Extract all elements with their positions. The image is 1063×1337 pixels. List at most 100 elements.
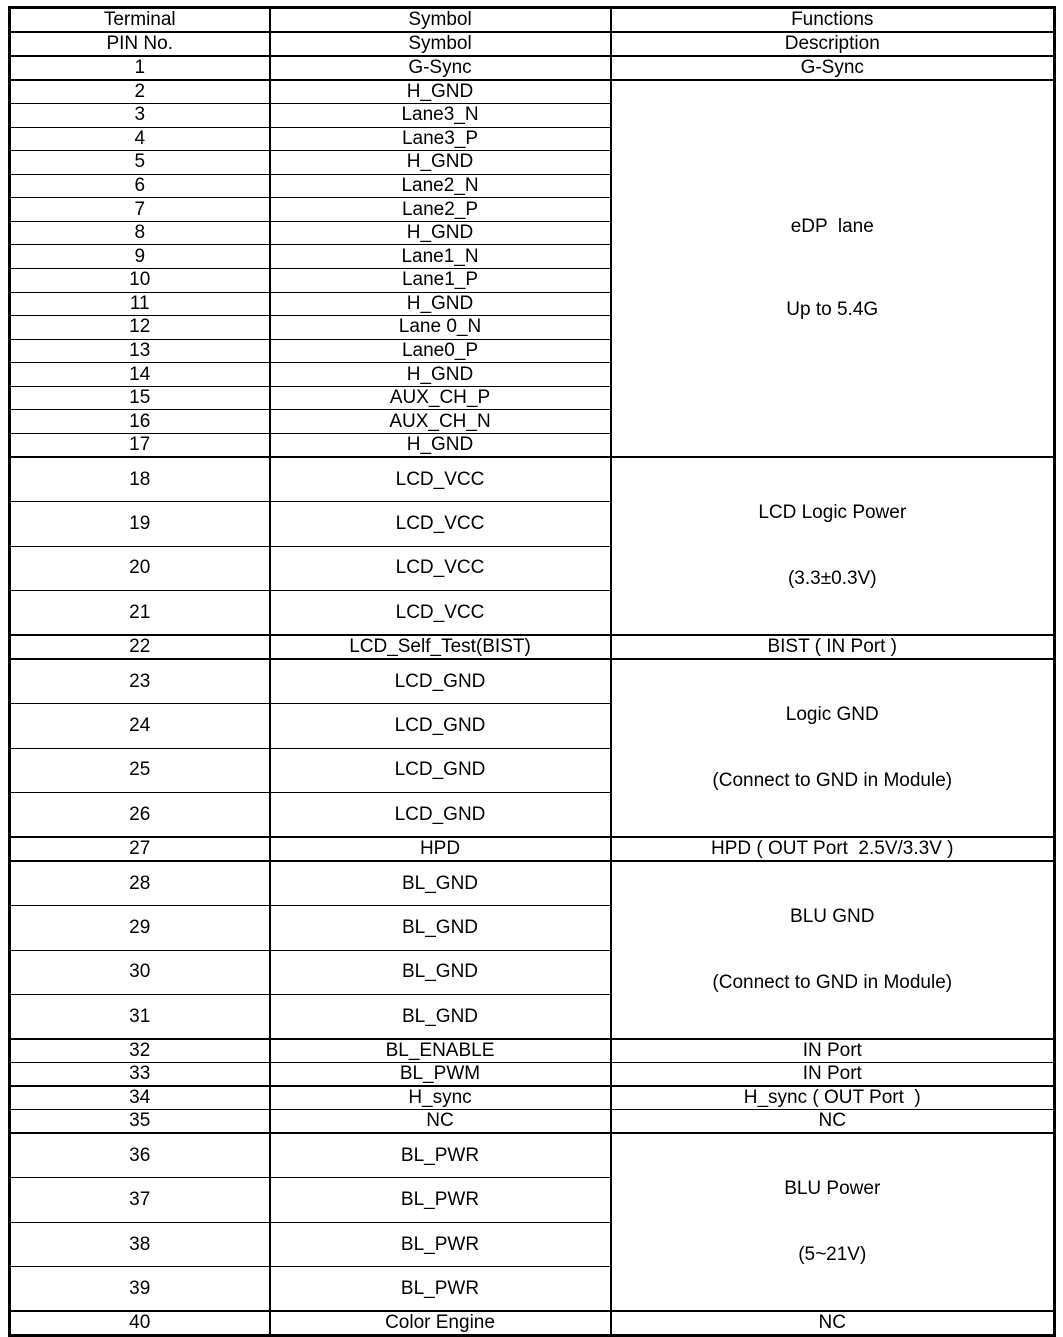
pin-number-cell: 31 [8, 994, 271, 1040]
pin-number-cell: 6 [8, 173, 271, 199]
symbol-cell: Lane2_P [268, 197, 612, 222]
pin-number-cell: 7 [8, 197, 271, 222]
pin-number-cell: 38 [8, 1221, 271, 1268]
symbol-cell: LCD_GND [268, 703, 612, 749]
function-line: LCD Logic Power [758, 502, 907, 523]
table-row: 10 Lane1_P [8, 268, 1055, 293]
pin-number-cell: 5 [8, 150, 271, 175]
pin-number-cell: 17 [8, 432, 271, 458]
header-pin-no: PIN No. [8, 31, 271, 57]
table-row: 5 H_GND [8, 150, 1055, 175]
table-row: 19 LCD_VCC [8, 501, 1055, 547]
function-cell: H_sync ( OUT Port ) [609, 1085, 1056, 1111]
symbol-cell: BL_ENABLE [268, 1038, 612, 1064]
pin-number-cell: 9 [8, 244, 271, 269]
symbol-cell: LCD_VCC [268, 545, 612, 591]
symbol-cell: HPD [268, 836, 612, 862]
table-row: 26 LCD_GND [8, 792, 1055, 838]
function-cell: NC [609, 1310, 1056, 1337]
symbol-cell: LCD_VCC [268, 590, 612, 636]
header-symbol: Symbol [268, 7, 612, 33]
pin-number-cell: 30 [8, 949, 271, 995]
table-row: 29 BL_GND [8, 905, 1055, 951]
table-row: 1 G-Sync G-Sync [8, 55, 1056, 81]
symbol-cell: G-Sync [268, 55, 612, 81]
table-row: 14 H_GND [8, 362, 1055, 387]
symbol-cell: LCD_VCC [268, 501, 612, 547]
pin-number-cell: 3 [8, 103, 271, 128]
header-row-1: Terminal Symbol Functions [8, 7, 1056, 33]
table-row: 20 LCD_VCC [8, 545, 1055, 591]
function-cell-logic-gnd: Logic GND (Connect to GND in Module) [609, 658, 1056, 838]
function-line: BLU GND [790, 906, 875, 927]
function-line: (5~21V) [798, 1244, 867, 1266]
symbol-cell: AUX_CH_N [268, 409, 612, 434]
symbol-cell: Lane1_P [268, 268, 612, 293]
table-row: 15 AUX_CH_P [8, 385, 1055, 411]
symbol-cell: Lane0_P [268, 338, 612, 364]
table-row: 6 Lane2_N [8, 173, 1055, 199]
symbol-cell: Lane2_N [268, 173, 612, 199]
function-line: Up to 5.4G [786, 299, 879, 320]
header-functions: Functions [609, 7, 1056, 33]
pin-number-cell: 12 [8, 315, 271, 340]
header-row-2: PIN No. Symbol Description [8, 31, 1056, 57]
pin-number-cell: 16 [8, 409, 271, 434]
function-line: (Connect to GND in Module) [712, 770, 953, 791]
pin-number-cell: 1 [8, 55, 271, 81]
table-row: 21 LCD_VCC [8, 590, 1055, 636]
function-cell: NC [609, 1109, 1056, 1134]
header-symbol-sub: Symbol [268, 31, 612, 57]
symbol-cell: BL_PWR [268, 1132, 612, 1179]
pin-number-cell: 14 [8, 362, 271, 387]
symbol-cell: NC [268, 1109, 612, 1134]
symbol-cell: BL_PWR [268, 1266, 612, 1312]
pin-number-cell: 37 [8, 1177, 271, 1223]
pin-number-cell: 25 [8, 747, 271, 793]
function-cell-blu-gnd: BLU GND (Connect to GND in Module) [609, 860, 1056, 1040]
table-row: 36 BL_PWR BLU Power (5~21V) [8, 1132, 1056, 1312]
pin-number-cell: 23 [8, 658, 271, 704]
function-cell: IN Port [609, 1062, 1056, 1087]
symbol-cell: BL_PWR [268, 1177, 612, 1223]
symbol-cell: BL_PWR [268, 1221, 612, 1268]
pin-number-cell: 35 [8, 1109, 271, 1134]
pin-number-cell: 36 [8, 1132, 271, 1179]
table-row: 27 HPD HPD ( OUT Port 2.5V/3.3V ) [8, 836, 1056, 862]
header-description: Description [609, 31, 1056, 57]
symbol-cell: LCD_GND [268, 658, 612, 704]
pin-number-cell: 28 [8, 860, 271, 906]
pin-number-cell: 21 [8, 590, 271, 636]
function-cell-lcd-power: LCD Logic Power (3.3±0.3V) [609, 456, 1056, 636]
pin-number-cell: 20 [8, 545, 271, 591]
symbol-cell: Lane1_N [268, 244, 612, 269]
pin-number-cell: 18 [8, 456, 271, 502]
pin-number-cell: 29 [8, 905, 271, 951]
symbol-cell: LCD_GND [268, 792, 612, 838]
symbol-cell: H_GND [268, 150, 612, 175]
function-cell: HPD ( OUT Port 2.5V/3.3V ) [609, 836, 1056, 862]
function-cell: IN Port [609, 1038, 1056, 1064]
table-row: 34 H_sync H_sync ( OUT Port ) [8, 1085, 1056, 1111]
pin-assignment-table: Terminal Symbol Functions PIN No. Symbol… [8, 6, 1056, 1337]
symbol-cell: H_GND [268, 291, 612, 317]
symbol-cell: LCD_VCC [268, 456, 612, 502]
symbol-cell: H_GND [268, 220, 612, 246]
pin-number-cell: 27 [8, 836, 271, 862]
function-line: eDP lane [790, 216, 874, 237]
table-row: 18 LCD_VCC LCD Logic Power (3.3±0.3V) [8, 456, 1056, 636]
symbol-cell: AUX_CH_P [268, 385, 612, 411]
symbol-cell: Lane3_N [268, 103, 612, 128]
function-line: BLU Power [784, 1178, 881, 1200]
table-row: 2 H_GND eDP lane Up to 5.4G [8, 79, 1056, 458]
table-row: 16 AUX_CH_N [8, 409, 1055, 434]
function-line: Logic GND [785, 704, 879, 725]
table-row: 40 Color Engine NC [8, 1310, 1056, 1337]
symbol-cell: BL_GND [268, 994, 612, 1040]
pin-number-cell: 4 [8, 126, 271, 152]
symbol-cell: LCD_Self_Test(BIST) [268, 634, 612, 660]
pin-number-cell: 34 [8, 1085, 271, 1111]
table-row: 24 LCD_GND [8, 703, 1055, 749]
pin-number-cell: 32 [8, 1038, 271, 1064]
datasheet-page: Terminal Symbol Functions PIN No. Symbol… [8, 6, 1056, 1337]
